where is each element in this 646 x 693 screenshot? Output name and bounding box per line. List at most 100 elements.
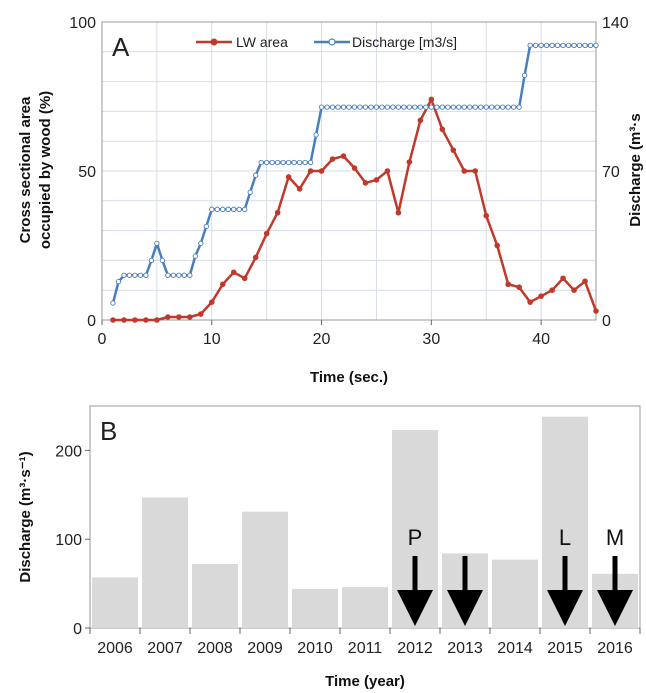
bar-2009 [242,511,288,628]
lw-area-point [406,159,413,165]
x-tick-label: 2014 [497,640,533,657]
lw-area-point [417,117,424,124]
discharge-point [176,272,182,278]
lw-area-point [439,126,446,133]
discharge-point [439,104,445,110]
lw-area-point [538,293,544,299]
lw-area-point [571,287,577,294]
discharge-point [576,42,583,49]
discharge-series [110,42,599,306]
panel-a: 0 10 20 30 40 0 50 100 0 70 140 A LW area Discharg… [17,15,644,386]
lw-area-point [428,96,435,103]
y-tick-label: 0 [87,313,96,330]
lw-area-point [285,174,292,180]
discharge-point [417,104,424,110]
y2-tick-label: 0 [602,313,611,330]
discharge-point [478,104,484,110]
discharge-point [132,272,138,278]
discharge-point [423,104,429,110]
lw-area-point [384,168,391,174]
lw-area-point [450,147,457,153]
legend: LW area Discharge [m3/s] [196,34,457,50]
arrow-shaft-2013 [462,556,468,604]
discharge-point [269,159,275,166]
discharge-point [489,104,495,110]
lw-area-point [121,317,127,323]
arrow-label-2012: P [408,525,423,550]
panel-a-frame [101,21,597,321]
arrow-head-2015 [547,590,583,626]
discharge-point [406,104,413,110]
ylabel-line-1: Cross sectional area [17,96,34,243]
discharge-point [159,257,166,264]
discharge-point [307,159,314,166]
y-tick-label: 100 [69,15,96,32]
lw-area-line [113,98,598,322]
discharge-point [291,159,297,166]
lw-area-point [296,186,303,192]
discharge-point [467,104,473,110]
lw-area-point [263,230,270,237]
lw-area-point [132,317,138,323]
panel-b-label: B [100,416,117,446]
discharge-point [390,104,396,110]
x-tick-label: 2009 [247,640,283,657]
y-tick-label: 50 [78,164,96,181]
panel-a-xlabel: Time (sec.) [310,369,388,386]
arrow-head-2013 [447,590,483,626]
discharge-point [368,104,374,110]
x-tick-label: 2011 [348,640,383,657]
discharge-point [527,42,533,49]
discharge-point [296,159,303,166]
discharge-point [340,104,347,110]
discharge-point [285,159,292,166]
discharge-point [280,159,286,166]
discharge-point [532,42,539,49]
bar-2007 [142,497,188,628]
discharge-point [236,206,242,212]
panel-b: P L M 0 100 200 2006 2007 2008 2009 2010 2011 2012 2… [17,405,641,690]
discharge-point [220,206,226,212]
x-tick-label: 2008 [197,640,233,657]
discharge-point [587,42,594,49]
lw-area-point [505,281,511,288]
bar-2008 [192,564,238,628]
discharge-point [121,272,127,278]
discharge-point [318,104,325,110]
discharge-point [181,272,187,278]
x-tick-label: 2010 [297,640,333,657]
discharge-point [401,104,407,110]
lw-area-point [165,314,171,320]
lw-area-point [318,168,325,174]
y-tick-label: 200 [55,443,82,460]
x-tick-label: 2016 [597,640,633,657]
discharge-point [461,104,467,110]
discharge-point [225,206,231,212]
legend-lw-area-marker [210,38,218,46]
discharge-point [242,206,248,212]
panel-a-y2label: Discharge (m³·s [627,113,644,226]
x-tick-label: 10 [203,331,221,348]
discharge-point [324,104,330,110]
discharge-point [483,104,489,110]
lw-area-point [307,168,314,174]
lw-area-point [219,281,226,288]
lw-area-point [329,156,336,162]
discharge-point [209,206,215,212]
x-tick-label: 0 [98,331,107,348]
bar-2010 [292,588,338,628]
y-tick-label: 0 [73,621,82,638]
x-tick-label: 20 [313,331,331,348]
arrow-shaft-2012 [412,556,418,604]
discharge-point [198,240,204,247]
panel-a-axes: 0 10 20 30 40 0 50 100 0 70 140 [69,15,629,348]
lw-area-point [549,287,555,294]
discharge-point [165,272,171,278]
lw-area-series [110,96,599,323]
discharge-point [560,42,566,49]
lw-area-point [241,275,248,282]
lw-area-point [154,317,160,323]
x-tick-label: 2007 [147,640,183,657]
legend-lw-area-label: LW area [236,34,288,50]
discharge-line [111,44,596,304]
